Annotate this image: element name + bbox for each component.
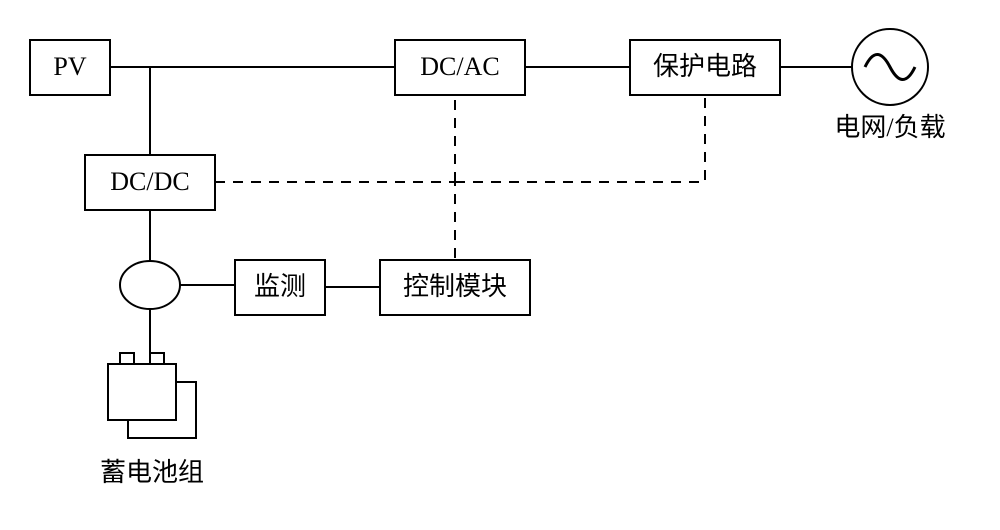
protect-block: 保护电路	[630, 40, 780, 95]
ctrl-dcdc-control	[215, 182, 455, 260]
battery-icon: 蓄电池组	[100, 353, 204, 487]
control-block: 控制模块	[380, 260, 530, 315]
monitor-block: 监测	[235, 260, 325, 315]
control-label: 控制模块	[403, 272, 507, 301]
ctrl-branch-protect	[455, 95, 705, 182]
monitor-label: 监测	[254, 272, 306, 301]
dcdc-block: DC/DC	[85, 155, 215, 210]
wires-solid	[110, 67, 852, 360]
dcac-block: DC/AC	[395, 40, 525, 95]
pv-block: PV	[30, 40, 110, 95]
pv-label: PV	[53, 52, 86, 81]
protect-label: 保护电路	[653, 52, 757, 81]
battery-caption: 蓄电池组	[100, 458, 204, 487]
grid-node: 电网/负载	[834, 29, 945, 142]
dcac-label: DC/AC	[420, 52, 499, 81]
wires-dashed	[215, 95, 705, 260]
dcdc-label: DC/DC	[110, 167, 189, 196]
grid-caption: 电网/负载	[834, 113, 945, 142]
block-diagram: PV DC/AC 保护电路 电网/负载 DC/DC 监测 控制模块	[0, 0, 1000, 530]
sensor-node	[120, 261, 180, 309]
